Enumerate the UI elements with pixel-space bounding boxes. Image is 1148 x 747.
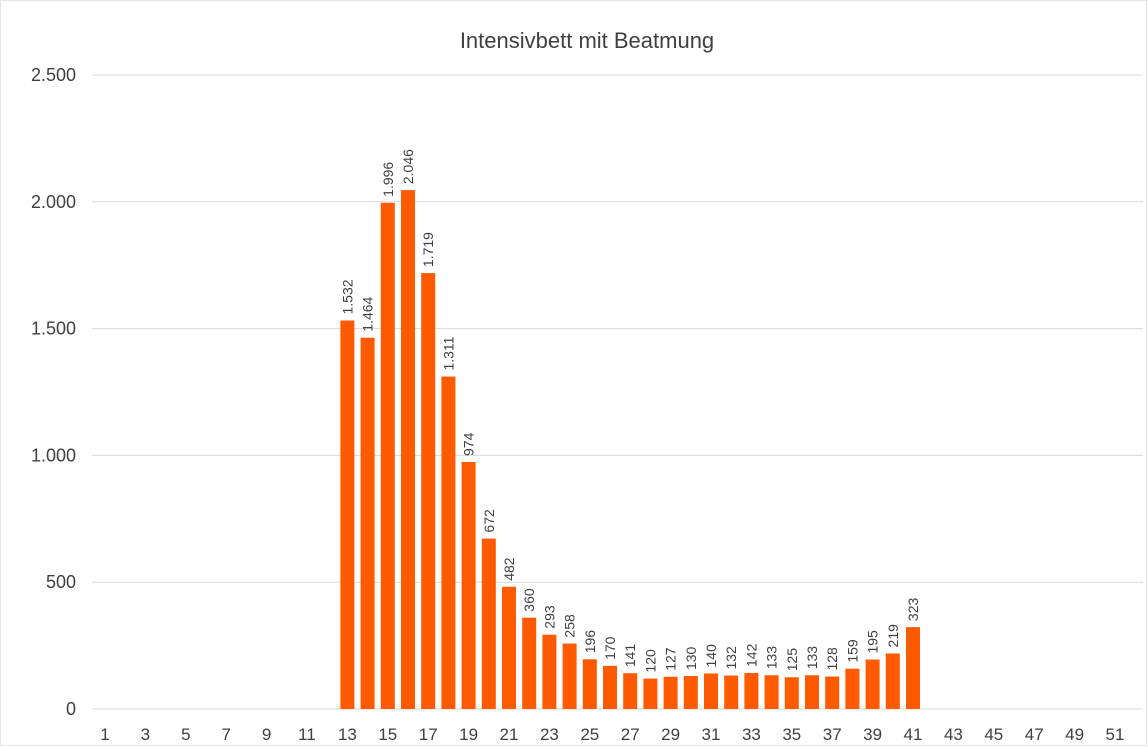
bars [340,190,920,710]
x-tick-label: 33 [742,725,761,744]
x-tick-label: 41 [904,725,923,744]
bar [805,675,819,709]
bar [441,376,456,709]
x-tick-label: 19 [459,725,478,744]
x-tick-label: 13 [338,725,357,744]
x-tick-label: 27 [621,725,640,744]
x-tick-label: 39 [863,725,882,744]
x-tick-label: 43 [944,725,963,744]
bar [764,675,779,709]
bar [522,617,537,709]
data-label: 293 [541,605,557,629]
data-label: 196 [582,630,598,654]
bar [421,273,436,709]
bar [825,676,840,709]
data-label: 1.532 [339,279,355,314]
bar [744,672,759,709]
x-tick-label: 23 [540,725,559,744]
x-tick-label: 37 [823,725,842,744]
bar [885,653,900,709]
bar [845,668,860,709]
x-tick-label: 1 [100,725,109,744]
x-tick-label: 9 [262,725,271,744]
bar [582,659,597,709]
data-label: 132 [723,646,739,670]
x-axis-tick-labels: 1 3 5 7 9 11 13 15 17 19 21 23 25 27 29 31 33 35 37 39 41 43 4… [100,725,1124,744]
data-label: 140 [703,644,719,668]
y-tick-label: 0 [66,699,76,719]
data-label: 1.996 [380,162,396,197]
x-tick-label: 17 [419,725,438,744]
chart-title: Intensivbett mit Beatmung [460,28,714,53]
bar [724,675,739,709]
data-label: 170 [602,636,618,660]
data-label: 2.046 [400,149,416,184]
bar [481,538,496,709]
data-label: 974 [461,432,477,456]
bar [623,673,638,709]
x-tick-label: 51 [1106,725,1125,744]
x-tick-label: 49 [1065,725,1084,744]
x-tick-label: 45 [984,725,1003,744]
x-tick-label: 21 [500,725,519,744]
y-axis-tick-labels: 0 500 1.000 1.500 2.000 2.500 [31,65,76,719]
data-label: 258 [562,614,578,638]
bar [502,586,516,709]
data-label: 219 [885,624,901,648]
x-tick-label: 11 [298,725,316,744]
x-tick-label: 35 [782,725,801,744]
data-label: 133 [804,646,820,670]
data-label: 133 [764,646,780,670]
data-label: 1.464 [360,296,376,331]
data-label: 323 [905,598,921,622]
bar [562,643,577,709]
bar [784,677,799,709]
data-label: 141 [622,644,638,668]
data-label: 125 [784,648,800,672]
x-tick-label: 25 [580,725,599,744]
x-tick-label: 3 [141,725,150,744]
bar [906,627,920,709]
y-tick-label: 500 [46,572,76,592]
bar [683,676,698,709]
bar [865,659,880,709]
bar [380,202,395,710]
y-tick-label: 1.000 [31,445,76,465]
y-tick-label: 1.500 [31,319,76,339]
data-label: 127 [663,647,679,671]
bar [401,190,415,709]
bar [663,676,678,709]
bar [542,634,557,709]
data-label: 120 [642,649,658,673]
data-label: 672 [481,509,497,533]
y-tick-label: 2.000 [31,192,76,212]
bar [704,673,718,709]
bar [643,678,658,709]
y-tick-label: 2.500 [31,65,76,85]
data-label: 159 [844,639,860,663]
bar [360,337,375,709]
x-tick-label: 7 [221,725,230,744]
x-tick-label: 15 [378,725,397,744]
data-label: 1.311 [440,336,456,370]
bar [603,665,617,709]
data-label: 360 [521,588,537,612]
gridlines [92,74,1143,710]
x-tick-label: 29 [661,725,680,744]
data-label: 482 [501,557,517,581]
data-label: 128 [824,647,840,671]
data-label: 195 [865,630,881,654]
data-label: 142 [743,643,759,667]
data-label: 1.719 [420,232,436,267]
x-tick-label: 5 [181,725,190,744]
x-tick-label: 47 [1025,725,1044,744]
data-label: 130 [683,646,699,670]
x-tick-label: 31 [702,725,721,744]
bar [340,320,355,709]
bar [461,461,476,709]
